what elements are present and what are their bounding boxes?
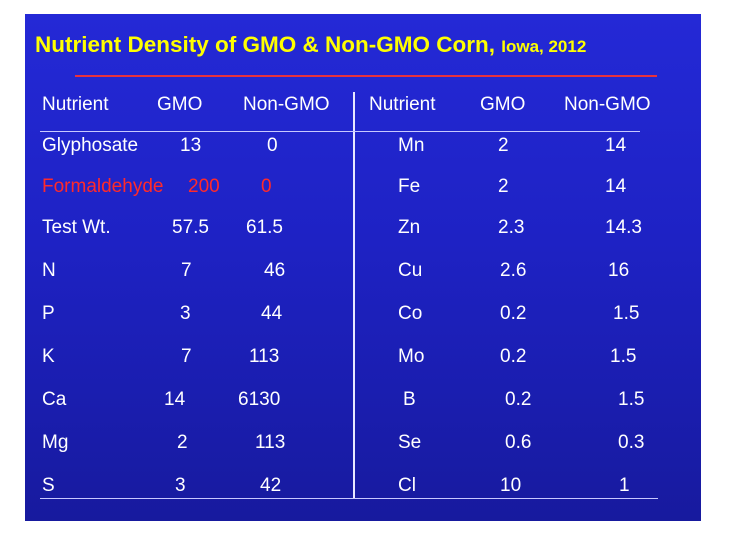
header-right-gmo: GMO bbox=[480, 94, 526, 115]
slide-title: Nutrient Density of GMO & Non-GMO Corn, … bbox=[35, 32, 695, 58]
row-formaldehyde-nutrient: Formaldehyde bbox=[42, 176, 164, 197]
row-zn-gmo: 2.3 bbox=[498, 217, 525, 238]
row-formaldehyde-non-gmo: 0 bbox=[261, 176, 272, 197]
row-glyphosate-nutrient: Glyphosate bbox=[42, 135, 139, 156]
row-ca-nutrient: Ca bbox=[42, 389, 67, 410]
header-right-nutrient: Nutrient bbox=[369, 94, 436, 115]
row-s-nutrient: S bbox=[42, 475, 55, 496]
row-mo-nutrient: Mo bbox=[398, 346, 425, 367]
row-ca-gmo: 14 bbox=[164, 389, 186, 410]
row-cl-nutrient: Cl bbox=[398, 475, 416, 496]
row-cl-gmo: 10 bbox=[500, 475, 522, 496]
row-mg-nutrient: Mg bbox=[42, 432, 69, 453]
row-zn-nutrient: Zn bbox=[398, 217, 421, 238]
title-sub: Iowa, 2012 bbox=[501, 37, 587, 56]
row-p-non-gmo: 44 bbox=[261, 303, 283, 324]
title-underline bbox=[75, 75, 657, 77]
row-cu-nutrient: Cu bbox=[398, 260, 423, 281]
row-k-gmo: 7 bbox=[181, 346, 192, 367]
row-fe-non-gmo: 14 bbox=[605, 176, 627, 197]
row-mg-non-gmo: 113 bbox=[255, 432, 286, 453]
row-test-wt-gmo: 57.5 bbox=[172, 217, 209, 238]
row-k-non-gmo: 113 bbox=[249, 346, 280, 367]
row-ca-non-gmo: 6130 bbox=[238, 389, 281, 410]
row-test-wt-non-gmo: 61.5 bbox=[246, 217, 283, 238]
row-zn-non-gmo: 14.3 bbox=[605, 217, 642, 238]
row-cl-non-gmo: 1 bbox=[619, 475, 630, 496]
row-co-non-gmo: 1.5 bbox=[613, 303, 640, 324]
row-mg-gmo: 2 bbox=[177, 432, 188, 453]
row-fe-gmo: 2 bbox=[498, 176, 509, 197]
row-b-nutrient: B bbox=[403, 389, 416, 410]
header-underline bbox=[40, 131, 640, 132]
column-divider bbox=[353, 92, 355, 498]
row-n-nutrient: N bbox=[42, 260, 56, 281]
row-fe-nutrient: Fe bbox=[398, 176, 421, 197]
slide: Nutrient Density of GMO & Non-GMO Corn, … bbox=[25, 14, 701, 521]
row-s-non-gmo: 42 bbox=[260, 475, 282, 496]
row-mo-non-gmo: 1.5 bbox=[610, 346, 637, 367]
row-k-nutrient: K bbox=[42, 346, 55, 367]
header-left-nutrient: Nutrient bbox=[42, 94, 109, 115]
header-left-gmo: GMO bbox=[157, 94, 203, 115]
row-s-gmo: 3 bbox=[175, 475, 186, 496]
row-mn-nutrient: Mn bbox=[398, 135, 425, 156]
row-co-nutrient: Co bbox=[398, 303, 423, 324]
row-n-gmo: 7 bbox=[181, 260, 192, 281]
row-test-wt-nutrient: Test Wt. bbox=[42, 217, 111, 238]
row-mn-gmo: 2 bbox=[498, 135, 509, 156]
row-co-gmo: 0.2 bbox=[500, 303, 527, 324]
row-b-gmo: 0.2 bbox=[505, 389, 532, 410]
row-mo-gmo: 0.2 bbox=[500, 346, 527, 367]
row-se-non-gmo: 0.3 bbox=[618, 432, 645, 453]
row-cu-gmo: 2.6 bbox=[500, 260, 527, 281]
header-right-non-gmo: Non-GMO bbox=[564, 94, 651, 115]
title-main: Nutrient Density of GMO & Non-GMO Corn, bbox=[35, 32, 495, 57]
row-b-non-gmo: 1.5 bbox=[618, 389, 645, 410]
table-bottom-rule bbox=[40, 498, 658, 499]
row-formaldehyde-gmo: 200 bbox=[188, 176, 220, 197]
row-n-non-gmo: 46 bbox=[264, 260, 286, 281]
row-glyphosate-non-gmo: 0 bbox=[267, 135, 278, 156]
row-glyphosate-gmo: 13 bbox=[180, 135, 202, 156]
row-cu-non-gmo: 16 bbox=[608, 260, 630, 281]
row-p-gmo: 3 bbox=[180, 303, 191, 324]
row-p-nutrient: P bbox=[42, 303, 55, 324]
row-se-nutrient: Se bbox=[398, 432, 422, 453]
row-mn-non-gmo: 14 bbox=[605, 135, 627, 156]
header-left-non-gmo: Non-GMO bbox=[243, 94, 330, 115]
row-se-gmo: 0.6 bbox=[505, 432, 532, 453]
